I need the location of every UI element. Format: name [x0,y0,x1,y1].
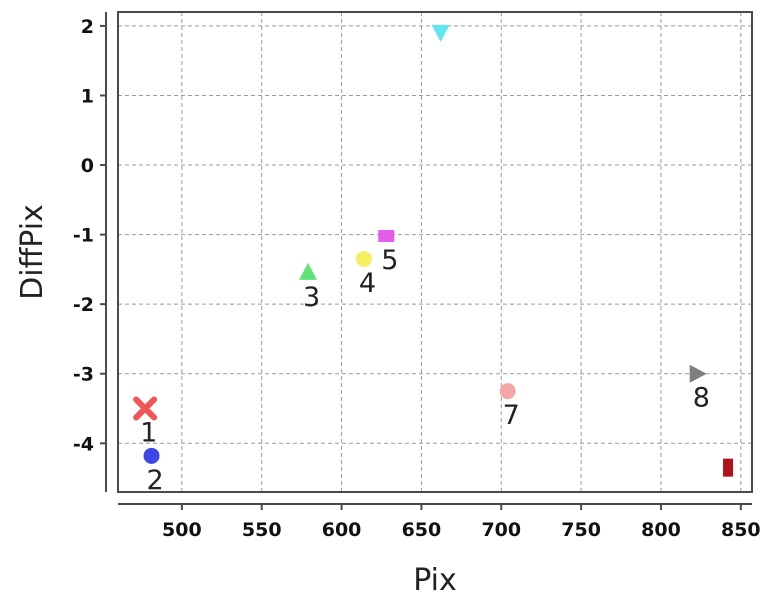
point-label: 2 [147,465,164,496]
point-label: 7 [503,400,520,431]
rect-marker [723,458,734,477]
x-tick-label: 850 [721,519,761,541]
x-tick-label: 750 [561,519,601,541]
data-point: 8 [689,364,710,414]
data-point: 7 [499,383,520,431]
x-axis-title: Pix [413,563,457,598]
data-point: 1 [133,396,158,449]
data-point [723,458,734,477]
triangle-up-marker [299,262,318,280]
data-point: 3 [299,262,320,313]
x-tick-label: 700 [481,519,521,541]
x-tick-label: 500 [162,519,202,541]
data-point [431,24,450,42]
point-label: 4 [359,268,376,299]
y-tick-label: 1 [81,85,94,107]
x-tick-label: 650 [402,519,442,541]
circle-marker [355,250,372,267]
circle-marker [499,383,516,400]
y-tick-label: -3 [73,364,94,386]
plot-frame [117,11,753,493]
y-tick-label: -1 [73,225,94,247]
y-tick-label: -4 [73,433,94,455]
x-marker [133,396,158,421]
grid [118,12,752,492]
x-tick-label: 550 [242,519,282,541]
circle-marker [143,447,160,464]
square-marker [378,230,395,242]
x-tick-label: 600 [322,519,362,541]
triangle-right-marker [689,364,707,383]
y-tick-label: -2 [73,294,94,316]
point-label: 8 [693,383,710,414]
axes: 500 550 600 650 700 750 800 850 2 1 0 -1 -2 -3 -4 [73,12,761,541]
triangle-down-marker [431,24,450,42]
x-tick-label: 800 [641,519,681,541]
data-points: 1 2 3 45 7 8 [133,24,734,496]
y-axis-title: DiffPix [15,204,50,300]
y-tick-label: 0 [81,155,94,177]
data-point: 2 [143,447,164,496]
y-tick-label: 2 [81,16,94,38]
point-label: 1 [140,418,157,449]
data-point: 5 [378,230,398,276]
data-point: 4 [355,250,376,299]
point-label: 3 [303,282,320,313]
point-label: 5 [381,245,398,276]
